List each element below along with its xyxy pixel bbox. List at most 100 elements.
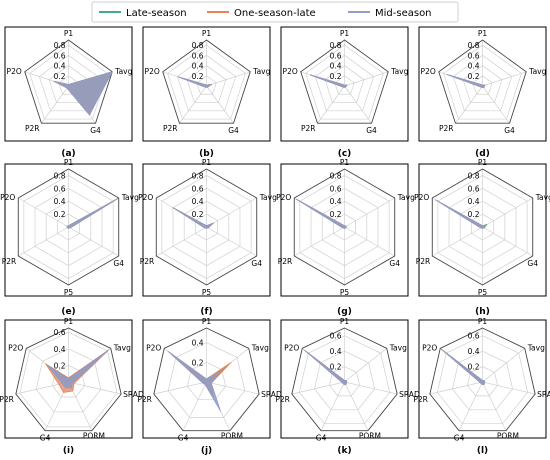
tick-label-0-1: 0.4 (54, 62, 66, 71)
axis-label-7-0: P1 (478, 158, 488, 167)
series-4-2 (66, 198, 119, 229)
tick-label-4-3: 0.8 (54, 171, 66, 180)
grid-ring-2-0 (334, 75, 355, 95)
grid-ring-3-2 (452, 54, 513, 112)
series-6-2 (295, 198, 347, 229)
outer-ring-10 (291, 327, 398, 432)
grid-ring-0-2 (38, 54, 99, 112)
outer-ring-5 (155, 168, 258, 286)
grid-ring-9-0 (186, 361, 227, 401)
axis-label-2-0: P1 (340, 29, 350, 38)
legend-label-0: Late-season (126, 8, 187, 19)
axis-label-6-4: P2R (278, 257, 293, 266)
spoke-4-5 (18, 197, 69, 228)
tick-label-0-0: 0.2 (54, 72, 66, 81)
spoke-11-5 (429, 381, 483, 395)
grid-ring-0-0 (58, 75, 79, 95)
radar-panel-4: 0.2 0.4 0.6 0.8 P1 Tavg G4 P5 P2R P2O (e) (0, 158, 139, 317)
radar-panels: 0.20.40.60.8P1TavgG4P2RP2O(a)0.20.40.60.… (0, 26, 550, 456)
axis-label-11-6: P2O (422, 343, 437, 352)
axis-label-1-3: P2R (163, 124, 178, 133)
axis-label-0-3: P2R (25, 124, 40, 133)
panel-frame-4 (4, 163, 133, 297)
tick-label-7-1: 0.4 (468, 197, 480, 206)
axis-label-11-4: G4 (454, 434, 465, 443)
grid-ring-1-0 (196, 75, 217, 95)
tick-label-11-1: 0.4 (468, 347, 480, 356)
axis-label-8-6: P2O (8, 343, 23, 352)
axis-label-9-1: Tavg (251, 343, 269, 352)
spoke-1-2 (206, 85, 234, 124)
spoke-3-3 (455, 85, 483, 124)
radar-panel-0: 0.20.4 0.60.8 P1 Tavg G4 P2R P2O (a) (4, 26, 133, 159)
radar-panel-8: 0.2 0.4 0.6 P1 Tavg SRAD PORM G4 P2R P2O (i) (0, 317, 144, 456)
tick-label-2-2: 0.6 (330, 51, 342, 60)
axis-label-4-2: G4 (113, 259, 124, 268)
panel-label-4: (e) (61, 307, 75, 317)
tick-label-1-1: 0.4 (192, 62, 204, 71)
panel-frame-10 (280, 319, 409, 439)
axis-label-3-3: P2R (439, 124, 454, 133)
tick-label-8-1: 0.4 (54, 345, 66, 354)
panel-label-7: (h) (475, 307, 490, 317)
tick-label-3-3: 0.8 (468, 41, 480, 50)
axis-label-8-4: G4 (40, 434, 51, 443)
spoke-10-2 (344, 381, 398, 395)
spoke-10-1 (344, 348, 387, 383)
radar-panel-3: 0.20.4 0.60.8 P1 Tavg G4 P2R P2O (d) (418, 26, 547, 159)
panel-label-5: (f) (200, 307, 212, 317)
panel-label-2: (c) (338, 149, 352, 159)
axis-label-11-0: P1 (478, 317, 488, 326)
tick-label-11-0: 0.2 (468, 363, 480, 372)
spoke-11-2 (482, 381, 536, 395)
axis-label-9-3: PORM (221, 432, 243, 441)
grid-ring-1-2 (176, 54, 237, 112)
spoke-9-5 (153, 381, 207, 395)
axis-label-1-0: P1 (202, 29, 212, 38)
axis-label-8-3: PORM (83, 432, 105, 441)
grid-ring-0-1 (48, 65, 89, 103)
spoke-2-2 (344, 85, 372, 124)
tick-label-8-2: 0.6 (54, 328, 66, 337)
grid-ring-2-2 (314, 54, 375, 112)
spoke-9-4 (182, 381, 207, 431)
series-5-2 (172, 207, 214, 229)
spoke-11-4 (458, 381, 483, 431)
panel-frame-9 (142, 319, 271, 439)
panel-frame-0 (4, 26, 133, 142)
tick-label-4-1: 0.4 (54, 197, 66, 206)
tick-label-4-2: 0.6 (54, 184, 66, 193)
panel-frame-6 (280, 163, 409, 297)
tick-label-1-2: 0.6 (192, 51, 204, 60)
spoke-1-3 (179, 85, 207, 124)
axis-label-9-2: SRAD (261, 390, 282, 399)
panel-label-6: (g) (337, 307, 352, 317)
radar-panel-1: 0.20.4 0.60.8 P1 Tavg G4 P2R P2O (b) (142, 26, 271, 159)
series-11-2 (441, 348, 486, 386)
axis-label-0-4: P2O (7, 67, 22, 76)
axis-label-5-4: P2R (140, 257, 155, 266)
tick-label-3-2: 0.6 (468, 51, 480, 60)
axis-label-6-5: P2O (276, 193, 291, 202)
outer-ring-6 (293, 168, 396, 286)
axis-label-3-1: Tavg (528, 67, 546, 76)
axis-label-10-2: SRAD (399, 390, 420, 399)
panel-frame-2 (280, 26, 409, 142)
panel-label-3: (d) (475, 149, 490, 159)
panel-label-9: (j) (201, 446, 212, 456)
spoke-0-3 (41, 85, 69, 124)
spoke-11-1 (482, 348, 525, 383)
axis-label-3-4: P2O (421, 67, 436, 76)
axis-label-1-2: G4 (228, 126, 239, 135)
tick-label-10-0: 0.2 (330, 363, 342, 372)
panel-label-11: (l) (477, 446, 488, 456)
tick-label-11-2: 0.6 (468, 332, 480, 341)
radar-panel-10: 0.2 0.4 0.6 P1 Tavg SRAD PORM G4 P2R P2O (k) (275, 317, 420, 456)
spoke-10-5 (291, 381, 345, 395)
spoke-11-3 (482, 381, 507, 431)
panel-frame-5 (142, 163, 271, 297)
panel-label-8: (i) (63, 446, 74, 456)
axis-label-7-4: P2R (416, 257, 431, 266)
tick-label-5-3: 0.8 (192, 171, 204, 180)
